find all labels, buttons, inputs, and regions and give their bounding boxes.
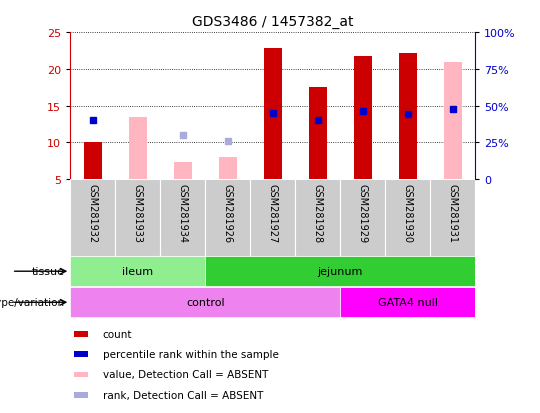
- Bar: [84, 142, 102, 180]
- Bar: [160, 180, 205, 256]
- Text: GSM281933: GSM281933: [133, 183, 143, 242]
- Bar: [444, 62, 462, 180]
- Bar: [250, 180, 295, 256]
- Bar: [115, 180, 160, 256]
- Text: GSM281930: GSM281930: [403, 183, 413, 242]
- Bar: [264, 49, 282, 180]
- Bar: [174, 163, 192, 180]
- Bar: [70, 256, 205, 287]
- Bar: [354, 57, 372, 180]
- Bar: [70, 287, 340, 317]
- Text: GSM281934: GSM281934: [178, 183, 188, 242]
- Text: GSM281927: GSM281927: [268, 183, 278, 242]
- Bar: [205, 256, 475, 287]
- Bar: [205, 180, 250, 256]
- Bar: [75, 392, 89, 398]
- Text: count: count: [103, 330, 132, 339]
- Text: percentile rank within the sample: percentile rank within the sample: [103, 349, 279, 359]
- Text: GSM281926: GSM281926: [222, 183, 233, 242]
- Text: GSM281932: GSM281932: [87, 183, 98, 242]
- Text: value, Detection Call = ABSENT: value, Detection Call = ABSENT: [103, 369, 268, 379]
- Bar: [129, 118, 147, 180]
- Text: GATA4 null: GATA4 null: [377, 297, 438, 308]
- Bar: [385, 180, 430, 256]
- Bar: [340, 287, 475, 317]
- Text: genotype/variation: genotype/variation: [0, 297, 65, 308]
- Bar: [430, 180, 475, 256]
- Text: GSM281929: GSM281929: [357, 183, 368, 242]
- Bar: [219, 158, 237, 180]
- Bar: [75, 351, 89, 357]
- Text: GSM281928: GSM281928: [313, 183, 323, 242]
- Text: GSM281931: GSM281931: [448, 183, 458, 242]
- Bar: [75, 332, 89, 337]
- Title: GDS3486 / 1457382_at: GDS3486 / 1457382_at: [192, 15, 354, 29]
- Bar: [70, 180, 115, 256]
- Bar: [399, 54, 417, 180]
- Text: control: control: [186, 297, 225, 308]
- Text: jejunum: jejunum: [318, 266, 363, 277]
- Text: ileum: ileum: [122, 266, 153, 277]
- Bar: [75, 372, 89, 377]
- Bar: [340, 180, 385, 256]
- Bar: [295, 180, 340, 256]
- Text: tissue: tissue: [32, 266, 65, 277]
- Text: rank, Detection Call = ABSENT: rank, Detection Call = ABSENT: [103, 390, 263, 400]
- Bar: [309, 88, 327, 180]
